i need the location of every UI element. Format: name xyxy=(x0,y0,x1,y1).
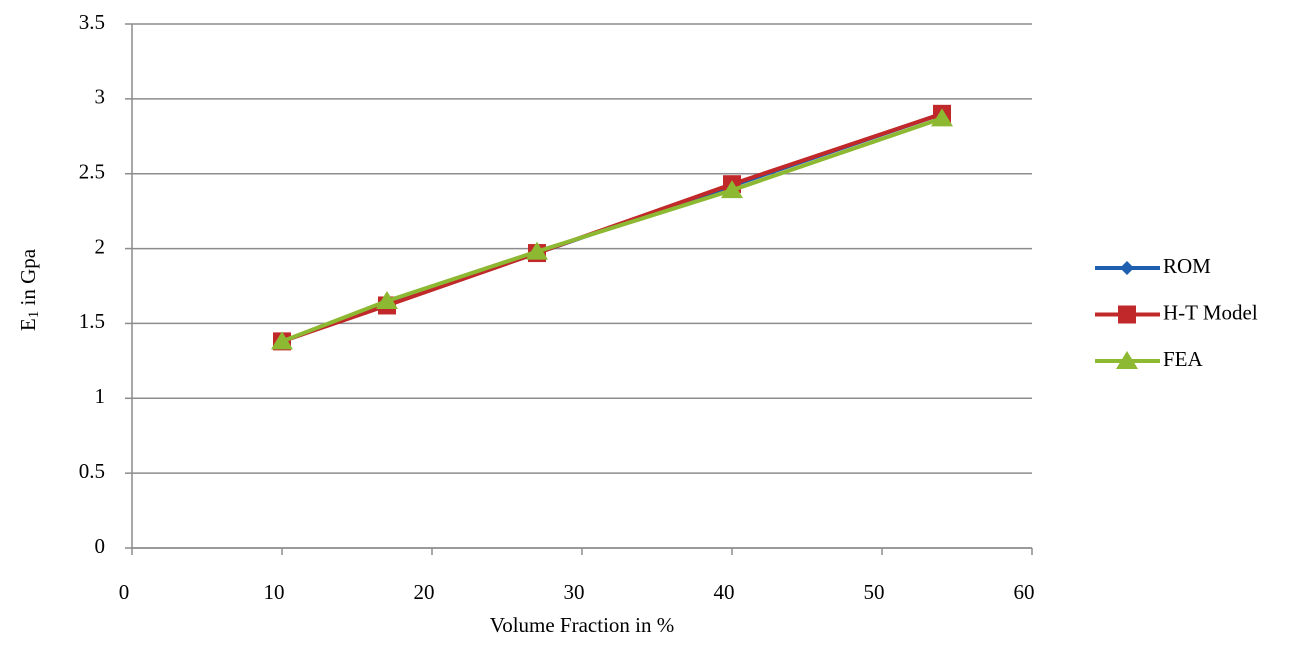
legend-label: H-T Model xyxy=(1163,300,1258,324)
legend-marker xyxy=(1118,305,1136,324)
y-tick-label: 2 xyxy=(95,234,106,258)
legend-marker xyxy=(1116,351,1138,369)
legend-label: ROM xyxy=(1163,254,1211,278)
y-tick-label: 2.5 xyxy=(79,160,105,184)
legend-label: FEA xyxy=(1163,347,1204,371)
x-tick-label: 0 xyxy=(119,580,130,604)
marker xyxy=(721,180,743,199)
x-axis-label: Volume Fraction in % xyxy=(490,613,675,637)
legend-marker xyxy=(1120,261,1134,275)
y-tick-label: 1 xyxy=(95,384,106,408)
x-tick-label: 40 xyxy=(714,580,735,604)
y-axis-label: E1 in Gpa xyxy=(16,248,43,331)
x-tick-label: 10 xyxy=(264,580,285,604)
y-tick-label: 3.5 xyxy=(79,10,105,34)
y-tick-label: 0.5 xyxy=(79,459,105,483)
marker xyxy=(376,290,398,309)
marker xyxy=(931,108,953,127)
y-tick-label: 0 xyxy=(95,534,106,558)
y-tick-label: 1.5 xyxy=(79,309,105,333)
marker xyxy=(271,331,293,350)
marker xyxy=(526,241,548,260)
y-label-rest: in Gpa xyxy=(16,248,40,311)
y-label-sub: 1 xyxy=(26,311,42,319)
x-tick-label: 20 xyxy=(414,580,435,604)
y-label-main: E xyxy=(16,318,40,331)
x-tick-label: 60 xyxy=(1014,580,1035,604)
x-tick-label: 30 xyxy=(564,580,585,604)
x-tick-label: 50 xyxy=(864,580,885,604)
y-tick-label: 3 xyxy=(95,85,106,109)
